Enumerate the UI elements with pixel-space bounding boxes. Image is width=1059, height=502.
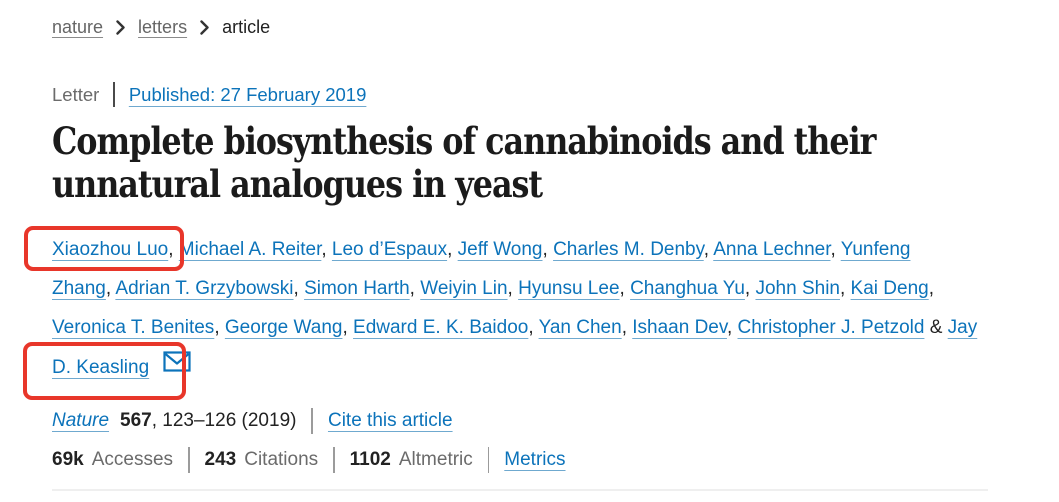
cite-this-article-link[interactable]: Cite this article bbox=[327, 410, 453, 431]
author-separator: , bbox=[321, 239, 332, 260]
author-link[interactable]: Simon Harth bbox=[304, 278, 410, 299]
divider bbox=[333, 447, 335, 473]
author-separator: , bbox=[342, 317, 354, 338]
chevron-right-icon bbox=[116, 20, 125, 35]
author-separator: , bbox=[744, 278, 756, 299]
author-separator: , bbox=[409, 278, 421, 299]
author-link[interactable]: Jeff Wong bbox=[457, 239, 543, 260]
author-link[interactable]: John Shin bbox=[755, 278, 840, 299]
breadcrumb-link-nature[interactable]: nature bbox=[52, 17, 104, 37]
author-link[interactable]: Kai Deng bbox=[850, 278, 929, 299]
divider bbox=[311, 408, 313, 434]
author-link[interactable]: Weiyin Lin bbox=[420, 278, 508, 299]
breadcrumb-current-article: article bbox=[222, 17, 271, 37]
author-link[interactable]: Edward E. K. Baidoo bbox=[353, 317, 529, 338]
author-separator: , bbox=[839, 278, 851, 299]
author-link[interactable]: Yan Chen bbox=[538, 317, 622, 338]
author-separator: & bbox=[924, 317, 948, 338]
article-title: Complete biosynthesis of cannabinoids an… bbox=[52, 120, 988, 206]
citations-count: 243 bbox=[204, 449, 237, 470]
author-link[interactable]: Zhang bbox=[52, 278, 106, 299]
envelope-icon[interactable] bbox=[163, 351, 192, 377]
author-separator: , bbox=[703, 239, 714, 260]
chevron-right-icon bbox=[200, 20, 209, 35]
author-line: Zhang, Adrian T. Grzybowski, Simon Harth… bbox=[52, 269, 988, 308]
altmetric-label: Altmetric bbox=[398, 449, 473, 470]
author-line: Xiaozhou Luo, Michael A. Reiter, Leo d’E… bbox=[52, 230, 988, 269]
author-link[interactable]: Xiaozhou Luo bbox=[52, 239, 169, 260]
article-title-line-2: unnatural analogues in yeast bbox=[52, 162, 543, 206]
author-separator: , bbox=[293, 278, 305, 299]
page-range: , 123–126 (2019) bbox=[151, 410, 297, 431]
author-separator: , bbox=[507, 278, 519, 299]
author-separator: , bbox=[447, 239, 458, 260]
author-separator: , bbox=[726, 317, 738, 338]
author-separator: , bbox=[830, 239, 841, 260]
altmetric-count: 1102 bbox=[349, 449, 391, 470]
author-link[interactable]: Veronica T. Benites bbox=[52, 317, 215, 338]
citations-label: Citations bbox=[244, 449, 319, 470]
author-link[interactable]: George Wang bbox=[224, 317, 343, 338]
author-link[interactable]: Yunfeng bbox=[840, 239, 911, 260]
author-link[interactable]: Anna Lechner bbox=[713, 239, 831, 260]
author-link[interactable]: Changhua Yu bbox=[630, 278, 745, 299]
divider bbox=[188, 447, 190, 473]
accesses-label: Accesses bbox=[91, 449, 174, 470]
journal-link[interactable]: Nature bbox=[52, 410, 110, 431]
author-link[interactable]: Jay bbox=[947, 317, 978, 338]
author-link[interactable]: Ishaan Dev bbox=[632, 317, 727, 338]
author-line: D. Keasling bbox=[52, 347, 988, 387]
divider bbox=[113, 82, 115, 107]
breadcrumb-link-letters[interactable]: letters bbox=[138, 17, 188, 37]
accesses-count: 69k bbox=[52, 449, 84, 470]
author-separator: , bbox=[621, 317, 633, 338]
author-line: Veronica T. Benites, George Wang, Edward… bbox=[52, 308, 988, 347]
citation-row: Nature 567 , 123–126 (2019) Cite this ar… bbox=[52, 408, 988, 434]
volume-number: 567 bbox=[120, 410, 152, 431]
author-link[interactable]: Hyunsu Lee bbox=[518, 278, 620, 299]
divider bbox=[487, 447, 490, 473]
author-separator: , bbox=[168, 239, 179, 260]
article-title-line-1: Complete biosynthesis of cannabinoids an… bbox=[52, 119, 876, 163]
author-link[interactable]: Charles M. Denby bbox=[553, 239, 704, 260]
author-link[interactable]: Michael A. Reiter bbox=[178, 239, 322, 260]
section-divider bbox=[52, 489, 988, 491]
metrics-row: 69k Accesses 243 Citations 1102 Altmetri… bbox=[52, 447, 988, 473]
author-link[interactable]: Leo d’Espaux bbox=[331, 239, 448, 260]
article-type-label: Letter bbox=[52, 83, 100, 105]
author-separator: , bbox=[105, 278, 116, 299]
author-link[interactable]: D. Keasling bbox=[52, 357, 150, 378]
breadcrumb: nature letters article bbox=[52, 17, 988, 38]
author-separator: , bbox=[214, 317, 225, 338]
author-separator: , bbox=[542, 239, 554, 260]
author-separator: , bbox=[928, 278, 934, 299]
author-list: Xiaozhou Luo, Michael A. Reiter, Leo d’E… bbox=[52, 230, 988, 387]
author-separator: , bbox=[528, 317, 539, 338]
published-date-link[interactable]: Published: 27 February 2019 bbox=[128, 83, 367, 105]
author-link[interactable]: Adrian T. Grzybowski bbox=[115, 278, 294, 299]
publication-meta-row: Letter Published: 27 February 2019 bbox=[52, 82, 988, 107]
author-separator: , bbox=[619, 278, 631, 299]
metrics-link[interactable]: Metrics bbox=[504, 449, 566, 470]
author-link[interactable]: Christopher J. Petzold bbox=[737, 317, 925, 338]
